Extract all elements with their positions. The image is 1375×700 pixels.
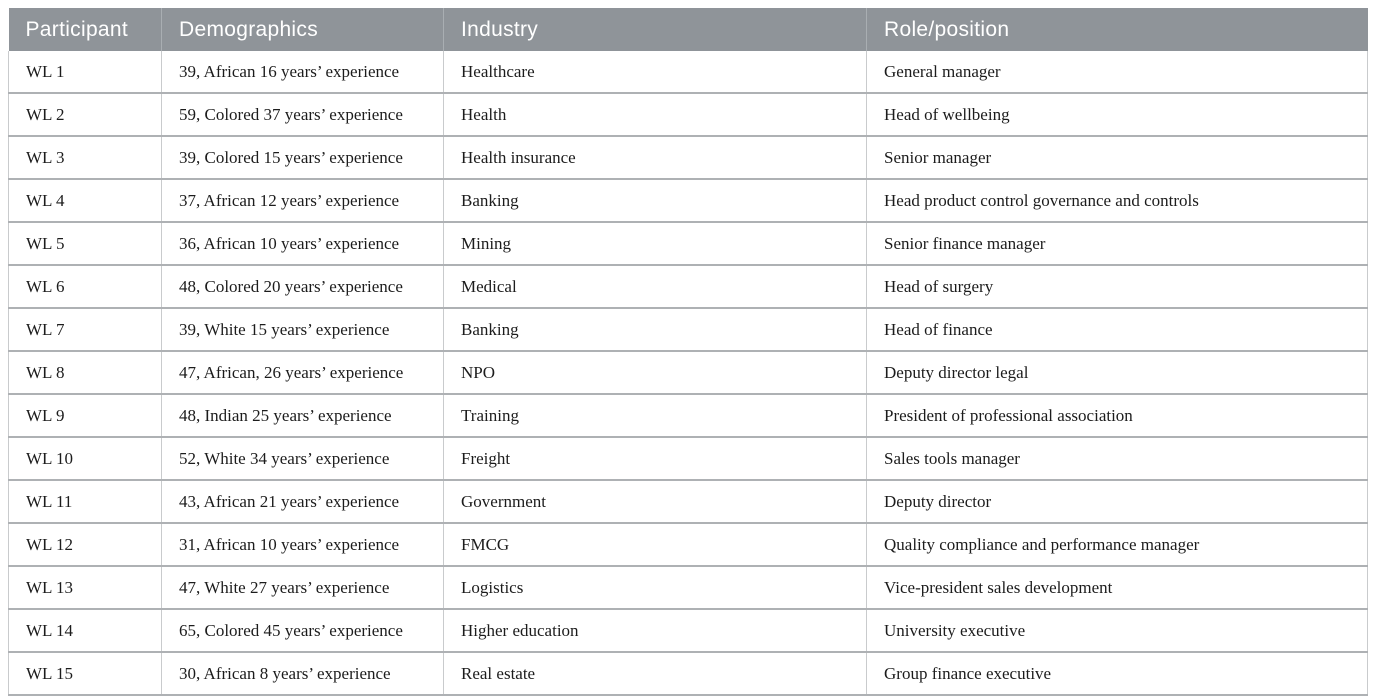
cell-industry: Medical [443, 265, 867, 309]
cell-demographics: 39, African 16 years’ experience [161, 51, 444, 94]
cell-role: President of professional association [866, 394, 1368, 438]
cell-role: Vice-president sales development [866, 566, 1368, 610]
cell-demographics: 31, African 10 years’ experience [161, 523, 444, 567]
cell-participant: WL 4 [8, 179, 162, 223]
cell-demographics: 36, African 10 years’ experience [161, 222, 444, 266]
cell-role: Senior finance manager [866, 222, 1368, 266]
table-row: WL 4 37, African 12 years’ experience Bank… [8, 179, 1368, 223]
cell-industry: Real estate [443, 652, 867, 696]
cell-role: Sales tools manager [866, 437, 1368, 481]
cell-industry: Banking [443, 179, 867, 223]
cell-participant: WL 13 [8, 566, 162, 610]
cell-industry: Banking [443, 308, 867, 352]
cell-industry: Logistics [443, 566, 867, 610]
cell-role: General manager [866, 51, 1368, 94]
cell-demographics: 39, Colored 15 years’ experience [161, 136, 444, 180]
cell-participant: WL 15 [8, 652, 162, 696]
cell-participant: WL 1 [8, 51, 162, 94]
table-row: WL 7 39, White 15 years’ experience Bankin… [8, 308, 1368, 352]
cell-demographics: 30, African 8 years’ experience [161, 652, 444, 696]
table-row: WL 9 48, Indian 25 years’ experience Train… [8, 394, 1368, 438]
table-row: WL 3 39, Colored 15 years’ experience Heal… [8, 136, 1368, 180]
cell-participant: WL 6 [8, 265, 162, 309]
cell-role: Head of surgery [866, 265, 1368, 309]
table-row: WL 1 39, African 16 years’ experience Heal… [8, 51, 1368, 94]
cell-role: Senior manager [866, 136, 1368, 180]
cell-role: Deputy director [866, 480, 1368, 524]
table-row: WL 11 43, African 21 years’ experience Gov… [8, 480, 1368, 524]
cell-industry: Health [443, 93, 867, 137]
cell-demographics: 48, Indian 25 years’ experience [161, 394, 444, 438]
cell-industry: Health insurance [443, 136, 867, 180]
column-header-demographics: Demographics [161, 8, 444, 51]
table-row: WL 12 31, African 10 years’ experience FMC… [8, 523, 1368, 567]
table-row: WL 6 48, Colored 20 years’ experience Medi… [8, 265, 1368, 309]
table-row: WL 8 47, African, 26 years’ experience NPO… [8, 351, 1368, 395]
cell-industry: Government [443, 480, 867, 524]
cell-role: Group finance executive [866, 652, 1368, 696]
column-header-participant: Participant [8, 8, 162, 51]
cell-demographics: 37, African 12 years’ experience [161, 179, 444, 223]
cell-demographics: 43, African 21 years’ experience [161, 480, 444, 524]
header-row: Participant Demographics Industry Role/posi… [8, 8, 1368, 51]
column-header-industry: Industry [443, 8, 867, 51]
table-row: WL 13 47, White 27 years’ experience Logis… [8, 566, 1368, 610]
cell-participant: WL 11 [8, 480, 162, 524]
table-header: Participant Demographics Industry Role/posi… [8, 8, 1368, 51]
cell-role: University executive [866, 609, 1368, 653]
cell-demographics: 65, Colored 45 years’ experience [161, 609, 444, 653]
cell-participant: WL 2 [8, 93, 162, 137]
cell-role: Head of finance [866, 308, 1368, 352]
cell-industry: Mining [443, 222, 867, 266]
cell-industry: Freight [443, 437, 867, 481]
cell-participant: WL 14 [8, 609, 162, 653]
cell-participant: WL 12 [8, 523, 162, 567]
table-row: WL 5 36, African 10 years’ experience Mini… [8, 222, 1368, 266]
cell-demographics: 52, White 34 years’ experience [161, 437, 444, 481]
cell-participant: WL 8 [8, 351, 162, 395]
cell-role: Head of wellbeing [866, 93, 1368, 137]
cell-demographics: 47, African, 26 years’ experience [161, 351, 444, 395]
cell-participant: WL 10 [8, 437, 162, 481]
cell-industry: Training [443, 394, 867, 438]
cell-industry: Healthcare [443, 51, 867, 94]
table-row: WL 14 65, Colored 45 years’ experience Hig… [8, 609, 1368, 653]
cell-demographics: 59, Colored 37 years’ experience [161, 93, 444, 137]
cell-participant: WL 5 [8, 222, 162, 266]
cell-industry: Higher education [443, 609, 867, 653]
cell-role: Quality compliance and performance manag… [866, 523, 1368, 567]
cell-participant: WL 7 [8, 308, 162, 352]
cell-industry: NPO [443, 351, 867, 395]
cell-role: Deputy director legal [866, 351, 1368, 395]
table-row: WL 2 59, Colored 37 years’ experience Heal… [8, 93, 1368, 137]
participants-table: Participant Demographics Industry Role/posi… [8, 8, 1368, 696]
cell-participant: WL 3 [8, 136, 162, 180]
column-header-role: Role/position [866, 8, 1368, 51]
cell-demographics: 48, Colored 20 years’ experience [161, 265, 444, 309]
table-row: WL 10 52, White 34 years’ experience Freig… [8, 437, 1368, 481]
table-row: WL 15 30, African 8 years’ experience Real… [8, 652, 1368, 696]
cell-participant: WL 9 [8, 394, 162, 438]
cell-demographics: 47, White 27 years’ experience [161, 566, 444, 610]
cell-role: Head product control governance and cont… [866, 179, 1368, 223]
cell-industry: FMCG [443, 523, 867, 567]
table-body: WL 1 39, African 16 years’ experience Heal… [8, 51, 1368, 696]
cell-demographics: 39, White 15 years’ experience [161, 308, 444, 352]
